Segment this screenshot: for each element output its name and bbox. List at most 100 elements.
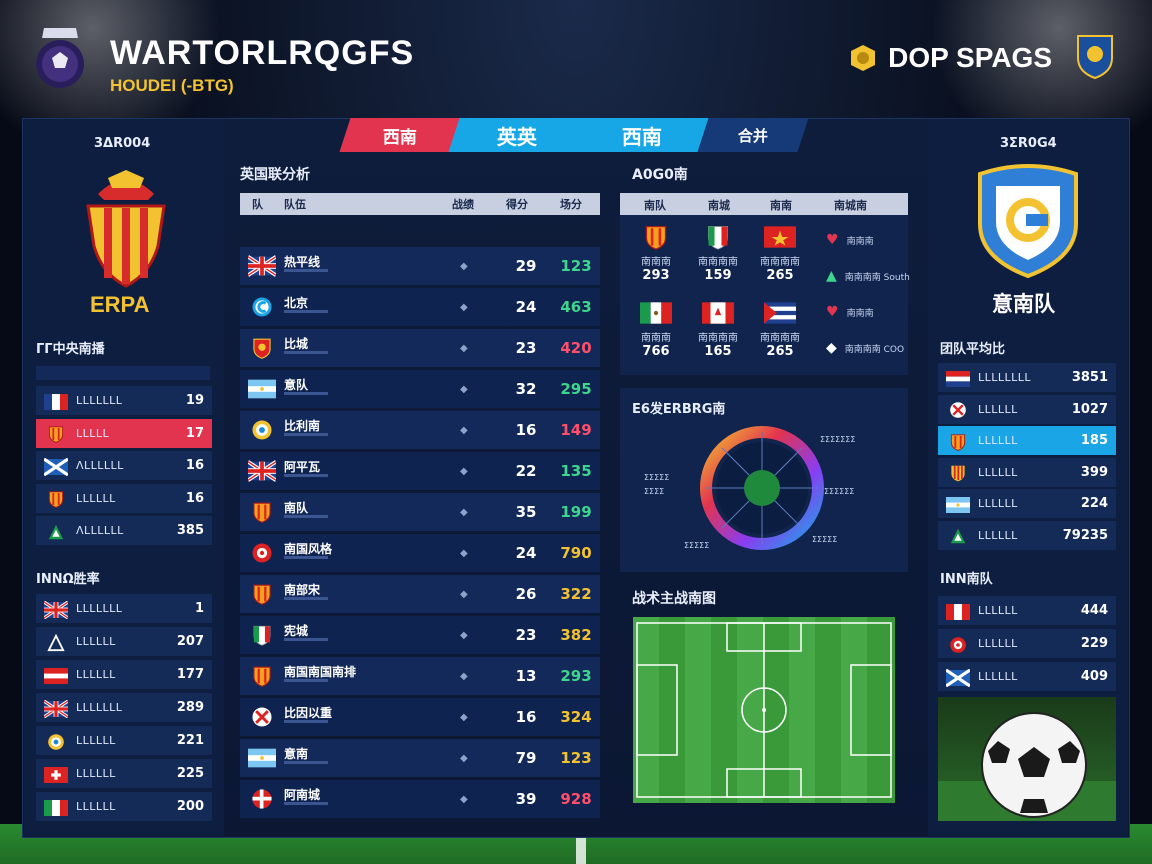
left-section1-head [36, 366, 210, 380]
list-item[interactable]: LLLLLL 1027 [938, 394, 1116, 424]
matrix-side-text: 南南南 [846, 308, 874, 319]
list-item[interactable]: LLLLLL 79235 [938, 520, 1116, 550]
team-subline [284, 392, 328, 395]
flag-uk-icon [246, 255, 278, 277]
list-item-name: LLLLLL [978, 434, 1018, 447]
table-row[interactable]: 南部宋 ◆ 26 322 [240, 575, 600, 613]
bullet-icon: ◆ [460, 465, 468, 477]
matrix-cell[interactable]: 南南南南 265 [750, 224, 810, 283]
flag-peru-icon [946, 603, 970, 620]
coin-icon [851, 45, 876, 71]
table-row[interactable]: 阿平瓦 ◆ 22 135 [240, 452, 600, 490]
list-item[interactable]: LLLLLLL 1 [36, 594, 212, 623]
wheel-label-4: ΣΣΣΣΣ [644, 473, 669, 482]
matches-value: 16 [515, 421, 537, 439]
tab-1[interactable]: 西南 [339, 118, 461, 152]
table-row[interactable]: 意南 ◆ 79 123 [240, 739, 600, 777]
flag-argentina-icon [946, 496, 970, 513]
flag-argentina-icon [248, 747, 276, 769]
table-row[interactable]: 南国南国南排 ◆ 13 293 [240, 657, 600, 695]
tab-2[interactable]: 英英 西南 [448, 118, 710, 152]
list-item[interactable]: LLLLLL 399 [938, 457, 1116, 487]
list-item[interactable]: LLLLLLLL 3851 [938, 363, 1116, 392]
list-item[interactable]: ΛLLLLLL 385 [36, 516, 212, 545]
list-item[interactable]: ΛLLLLLL 16 [36, 451, 212, 480]
bullet-icon: ◆ [460, 547, 468, 559]
list-item[interactable]: LLLLLL 185 [938, 426, 1116, 455]
score-value: 293 [560, 667, 592, 685]
list-item[interactable]: LLLLLL 207 [36, 627, 212, 656]
standings-title: 英国联分析 [240, 167, 310, 183]
matches-value: 24 [515, 544, 537, 562]
wheel-label-3: ΣΣΣΣΣ [812, 535, 837, 544]
flag-shield-red-icon [248, 337, 276, 359]
matrix-caption: 南南南南 [760, 257, 800, 268]
matrix-cell[interactable]: 南南南 293 [626, 224, 686, 283]
left-team-crest-icon [86, 170, 166, 288]
team-name: 南国南国南排 [284, 665, 357, 679]
matrix-value: 165 [704, 344, 732, 359]
list-item[interactable]: LLLLLLL 289 [36, 693, 212, 722]
list-item[interactable]: LLLLL 17 [36, 418, 212, 448]
flag-cuba-icon [764, 300, 796, 326]
list-item[interactable]: LLLLLL 200 [36, 792, 212, 821]
flag-uk-icon [43, 699, 69, 718]
tab-3[interactable]: 合并 [697, 118, 809, 152]
list-item-name: ΛLLLLLL [76, 459, 124, 472]
list-item[interactable]: LLLLLL 221 [36, 726, 212, 755]
list-item[interactable]: LLLLLL 229 [938, 629, 1116, 658]
flag-round-red-icon [248, 542, 276, 564]
list-item[interactable]: LLLLLL 16 [36, 483, 212, 513]
score-value: 123 [560, 257, 592, 275]
matrix-cell[interactable]: 南南南南 165 [688, 300, 748, 359]
flag-round-scotland-icon [946, 401, 970, 418]
left-team-code: 3ΔR004 [94, 136, 151, 151]
table-row[interactable]: 热平线 ◆ 29 123 [240, 247, 600, 285]
matrix-cell[interactable]: 南南南南 265 [750, 300, 810, 359]
score-value: 324 [560, 708, 592, 726]
table-row[interactable]: 意队 ◆ 32 295 [240, 370, 600, 408]
table-row[interactable]: 比因以重 ◆ 16 324 [240, 698, 600, 736]
matches-value: 22 [515, 462, 537, 480]
flag-scotland-icon [945, 668, 971, 687]
bullet-icon: ◆ [460, 588, 468, 600]
table-row[interactable]: 比城 ◆ 23 420 [240, 329, 600, 367]
list-item-value: 1027 [1071, 401, 1108, 417]
matches-value: 39 [515, 790, 537, 808]
list-item[interactable]: LLLLLLL 19 [36, 386, 212, 415]
table-row[interactable]: 南队 ◆ 35 199 [240, 493, 600, 531]
list-item-name: LLLLLL [76, 734, 116, 747]
flag-green-triangle-icon [44, 523, 68, 539]
list-item[interactable]: LLLLLL 177 [36, 660, 212, 689]
team-name: 阿平瓦 [284, 460, 321, 474]
list-item-value: 229 [1080, 636, 1108, 651]
table-row[interactable]: 阿南城 ◆ 39 928 [240, 780, 600, 818]
matrix-cell[interactable]: 南南南南 159 [688, 224, 748, 283]
flag-austria-icon [44, 667, 68, 684]
flag-shield-orange-icon [44, 425, 68, 443]
list-item-name: LLLLLL [978, 528, 1018, 542]
flag-shield-italy-icon [248, 624, 276, 646]
table-row[interactable]: 北京 ◆ 24 463 [240, 288, 600, 326]
matrix-cell[interactable]: 南南南 766 [626, 300, 686, 359]
list-item-value: 385 [176, 523, 204, 538]
triangle-icon: ▲ [826, 268, 837, 284]
table-row[interactable]: 宪城 ◆ 23 382 [240, 616, 600, 654]
team-subline [284, 761, 328, 764]
team-name: 比因以重 [284, 706, 333, 720]
right-brand: DOP SPAGS [848, 42, 1052, 74]
list-item[interactable]: LLLLLL 409 [938, 662, 1116, 691]
flag-shield-orange-icon [640, 224, 672, 250]
team-subline [284, 474, 328, 477]
list-item-value: 399 [1080, 464, 1108, 480]
list-item[interactable]: LLLLLL 225 [36, 759, 212, 788]
right-brand-label: DOP SPAGS [888, 42, 1052, 73]
table-row[interactable]: 南国风格 ◆ 24 790 [240, 534, 600, 572]
flag-scotland-icon [43, 457, 69, 476]
table-row[interactable]: 比利南 ◆ 16 149 [240, 411, 600, 449]
list-item[interactable]: LLLLLL 444 [938, 596, 1116, 625]
score-value: 123 [560, 749, 592, 767]
bullet-icon: ◆ [460, 383, 468, 395]
team-subline [284, 433, 328, 436]
list-item[interactable]: LLLLLL 224 [938, 489, 1116, 518]
